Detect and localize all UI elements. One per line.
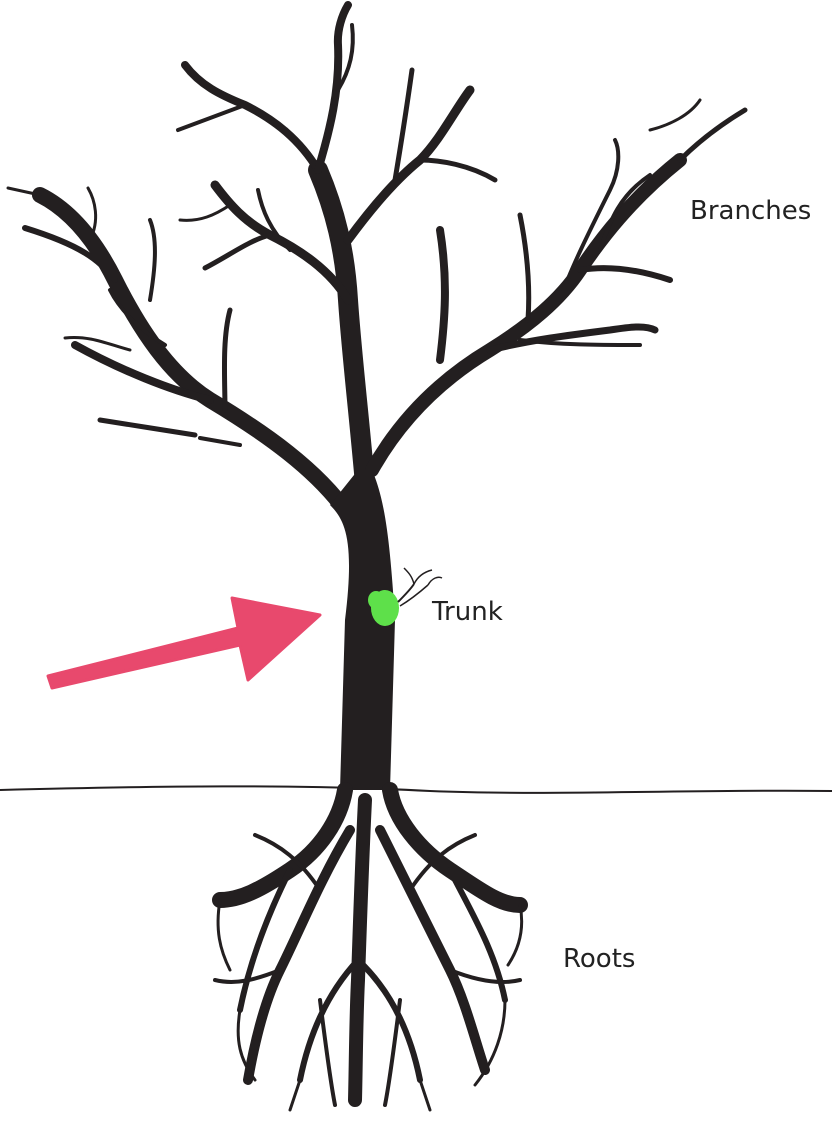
roots-label: Roots: [563, 944, 636, 974]
trunk-body: [330, 470, 395, 790]
branches-label: Branches: [690, 196, 812, 226]
branches: [6, 1, 748, 530]
roots: [212, 782, 528, 1112]
green-bug-icon: [368, 567, 443, 626]
ground-line: [0, 785, 832, 794]
trunk-label: Trunk: [432, 597, 503, 627]
pointer-arrow-icon: [46, 596, 322, 690]
